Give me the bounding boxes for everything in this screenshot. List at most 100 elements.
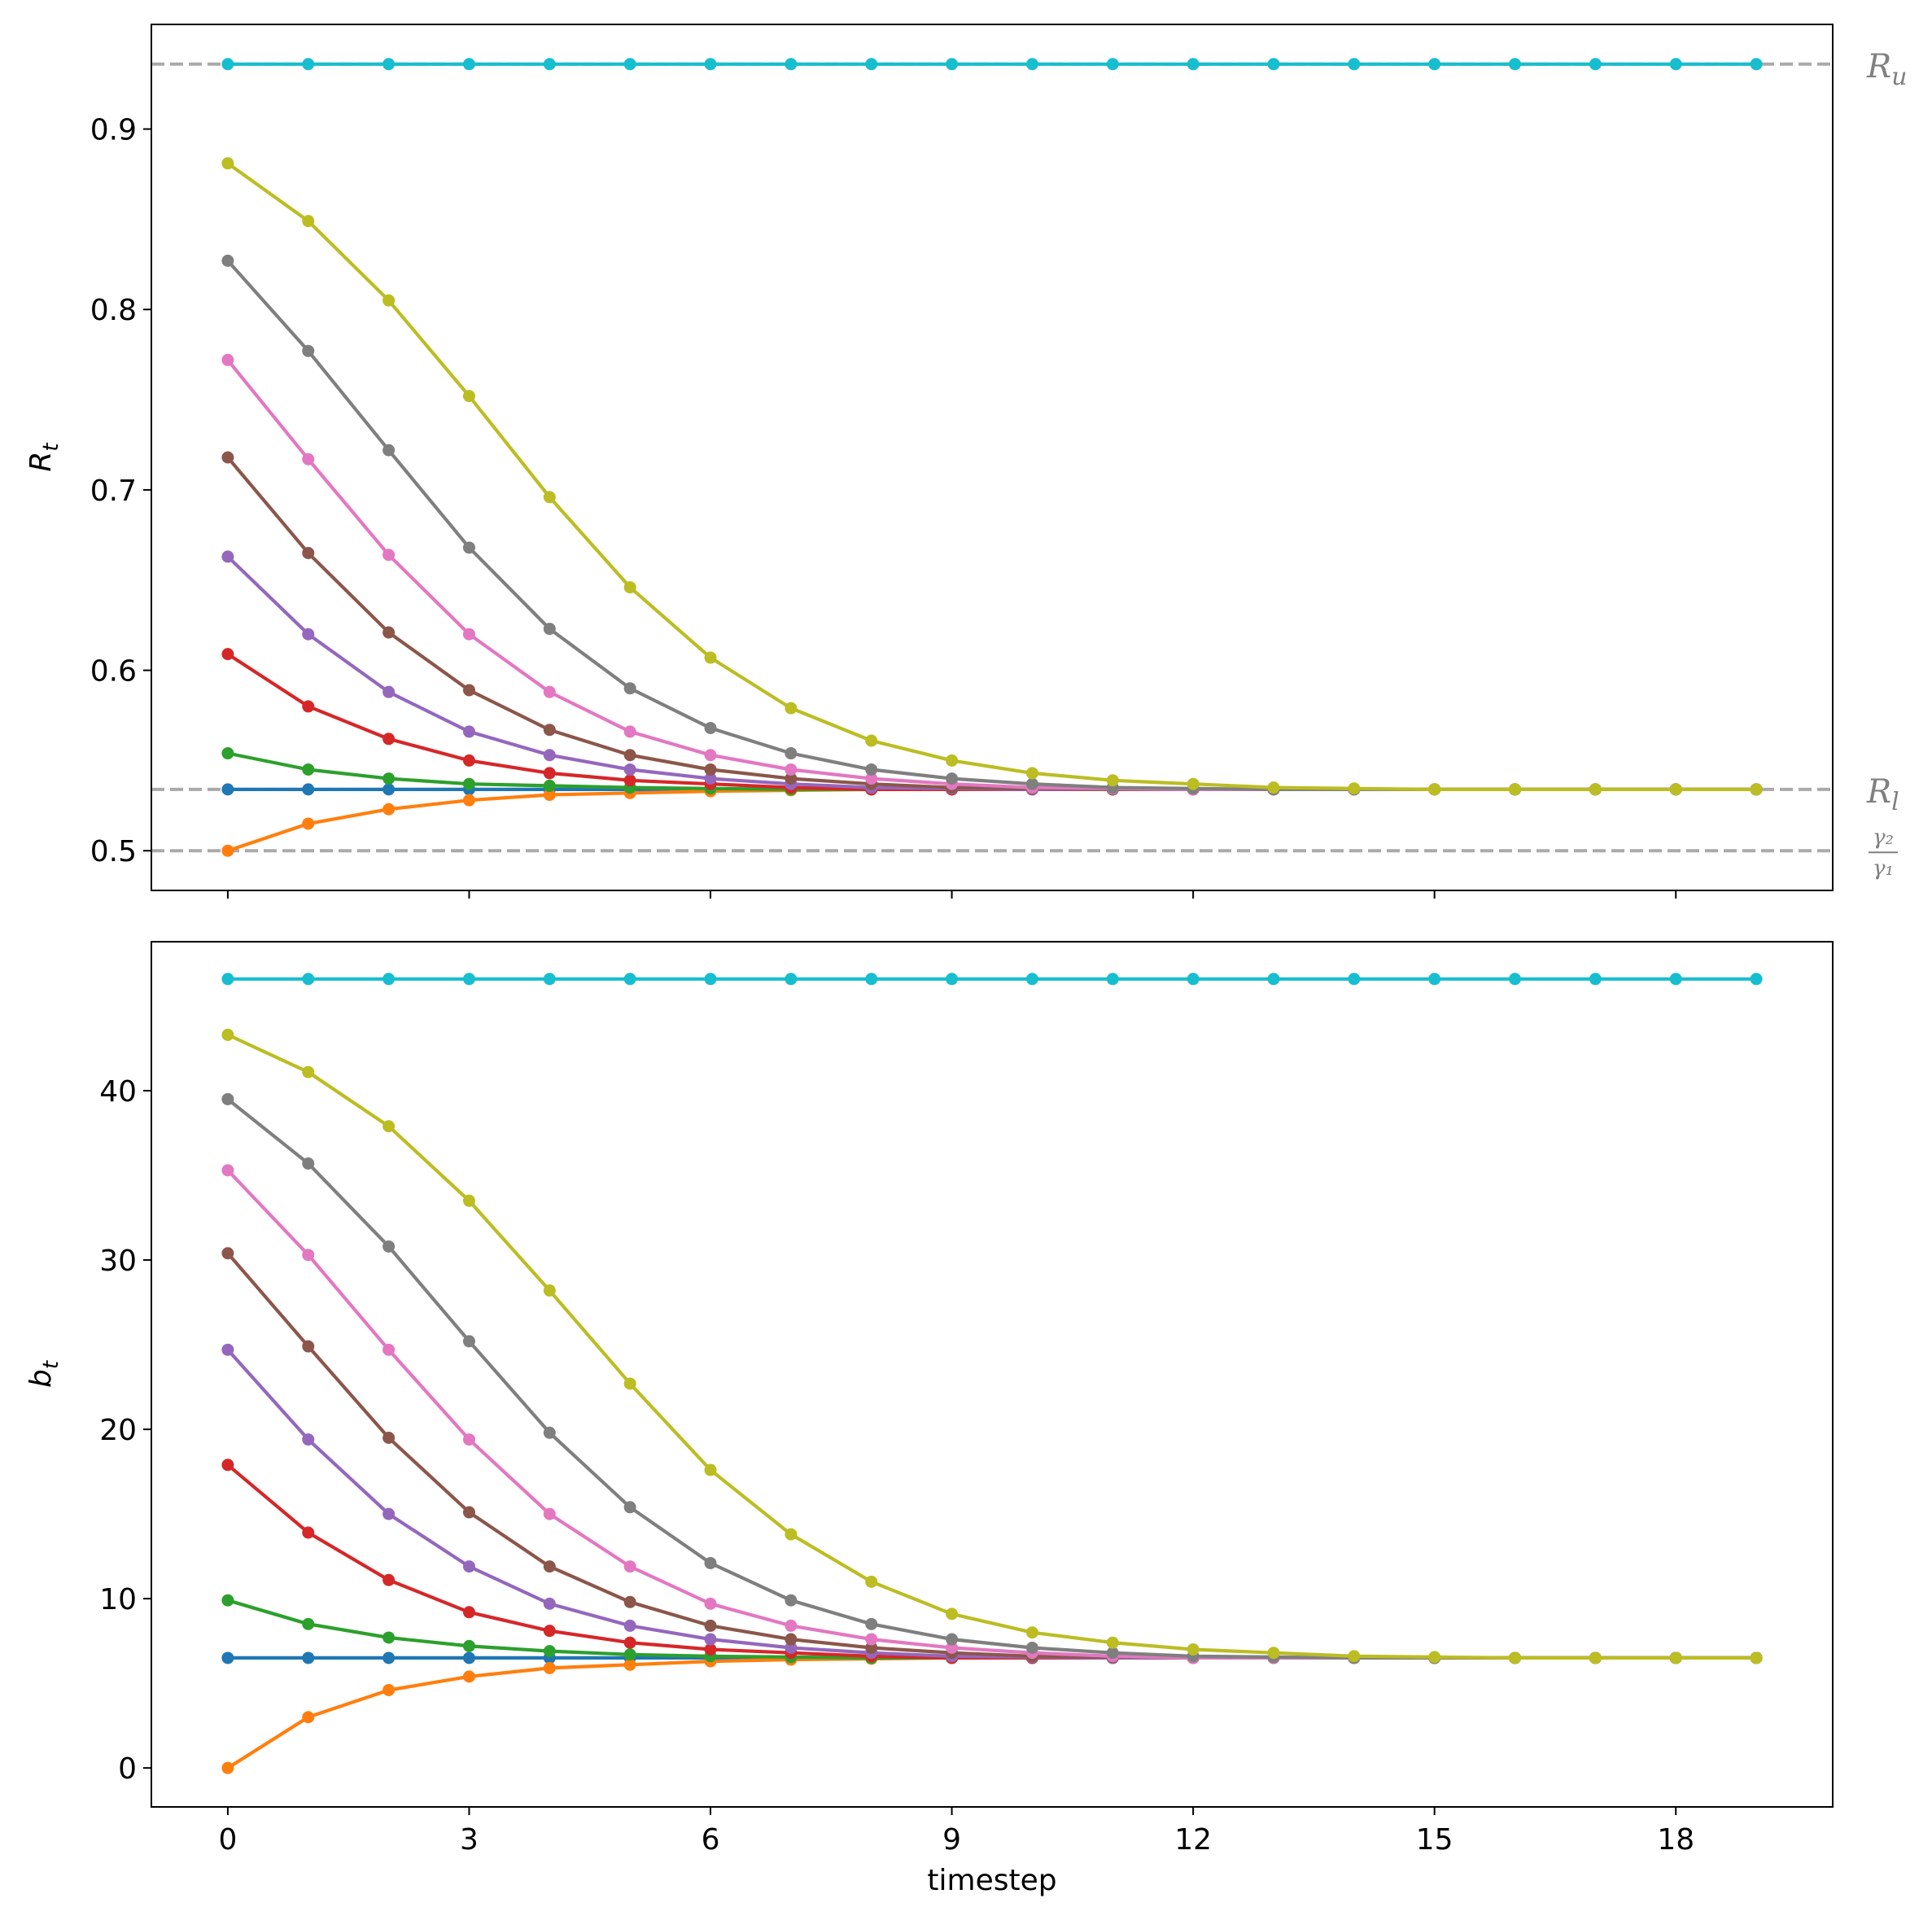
- data-point-s9-13: [1267, 973, 1280, 986]
- data-point-s8-12: [1187, 1643, 1200, 1656]
- x-tick-label: 15: [1416, 1823, 1453, 1857]
- data-point-s8-12: [1187, 777, 1200, 790]
- reference-label-0: Ru: [1866, 48, 1907, 91]
- data-point-s9-16: [1509, 58, 1522, 71]
- data-point-s8-14: [1348, 782, 1361, 795]
- data-point-s7-4: [543, 623, 556, 636]
- data-point-s7-6: [704, 722, 717, 734]
- data-point-s9-14: [1348, 58, 1361, 71]
- data-point-s8-17: [1589, 1651, 1602, 1664]
- data-point-s4-3: [462, 725, 475, 738]
- data-point-s3-4: [543, 1625, 556, 1638]
- data-point-s7-2: [382, 444, 396, 457]
- data-point-s5-4: [543, 724, 556, 737]
- data-point-s6-5: [623, 1560, 636, 1573]
- x-tick-label: 3: [460, 1823, 479, 1857]
- data-point-s1-5: [623, 1658, 636, 1671]
- data-point-s8-10: [1025, 767, 1038, 780]
- y-tick-label: 20: [99, 1414, 137, 1447]
- data-point-s8-2: [382, 294, 396, 307]
- data-point-s5-6: [704, 1619, 717, 1632]
- data-point-s3-3: [462, 1606, 475, 1619]
- data-point-s3-1: [302, 700, 315, 713]
- data-point-s9-5: [623, 58, 636, 71]
- data-point-s7-10: [1025, 777, 1038, 790]
- data-point-s4-2: [382, 1507, 396, 1520]
- y-tick-label: 0.8: [90, 294, 137, 327]
- data-point-s7-1: [302, 344, 315, 357]
- data-point-s9-2: [382, 58, 396, 71]
- data-point-s4-5: [623, 1619, 636, 1632]
- data-point-s8-7: [785, 1528, 798, 1541]
- data-point-s5-1: [302, 1340, 315, 1353]
- data-point-s3-0: [221, 648, 234, 661]
- data-point-s5-5: [623, 749, 636, 762]
- data-point-s7-3: [462, 541, 475, 554]
- data-point-s2-0: [221, 747, 234, 760]
- x-tick-label: 9: [942, 1823, 961, 1857]
- data-point-s6-8: [865, 772, 878, 785]
- data-point-s8-16: [1509, 1651, 1522, 1664]
- data-point-s1-2: [382, 1683, 396, 1696]
- data-point-s5-1: [302, 546, 315, 559]
- data-point-s8-19: [1750, 783, 1763, 796]
- data-point-s9-15: [1428, 973, 1441, 986]
- x-tick-label: 0: [218, 1823, 237, 1857]
- data-point-s0-3: [462, 1651, 475, 1664]
- data-point-s3-5: [623, 1636, 636, 1649]
- data-point-s9-4: [543, 58, 556, 71]
- axes-frame: [151, 941, 1834, 1808]
- y-axis-title-main: b: [24, 1369, 58, 1388]
- data-point-s2-2: [382, 772, 396, 785]
- data-point-s8-1: [302, 1065, 315, 1078]
- data-point-s6-2: [382, 549, 396, 562]
- data-point-s7-4: [543, 1426, 556, 1439]
- y-axis-title-subscript: t: [39, 443, 63, 452]
- y-tick-label: 0.7: [90, 475, 137, 508]
- series-line-s8: [226, 161, 1757, 792]
- data-point-s6-4: [543, 685, 556, 698]
- data-point-s1-3: [462, 1670, 475, 1683]
- data-point-s4-0: [221, 550, 234, 563]
- data-point-s5-6: [704, 763, 717, 776]
- data-point-s8-8: [865, 734, 878, 747]
- reference-label-main: R: [1866, 48, 1891, 85]
- data-point-s1-0: [221, 1761, 234, 1774]
- data-point-s7-11: [1106, 1647, 1119, 1660]
- y-tick-label: 0: [118, 1752, 137, 1786]
- data-point-s4-4: [543, 1597, 556, 1610]
- data-point-s9-11: [1106, 973, 1119, 986]
- data-point-s5-4: [543, 1560, 556, 1573]
- data-point-s2-3: [462, 777, 475, 790]
- data-point-s9-13: [1267, 58, 1280, 71]
- data-point-s5-7: [785, 772, 798, 785]
- data-point-s7-5: [623, 682, 636, 695]
- data-point-s9-0: [221, 58, 234, 71]
- data-point-s2-4: [543, 1645, 556, 1658]
- data-point-s1-2: [382, 803, 396, 816]
- data-point-s9-12: [1187, 58, 1200, 71]
- data-point-s5-3: [462, 684, 475, 697]
- data-point-s9-18: [1669, 58, 1682, 71]
- data-point-s1-3: [462, 794, 475, 807]
- data-point-s7-9: [946, 772, 959, 785]
- data-point-s5-2: [382, 626, 396, 639]
- data-point-s0-0: [221, 783, 234, 796]
- data-point-s8-13: [1267, 781, 1280, 794]
- y-axis-title-subscript: t: [39, 1360, 63, 1369]
- data-point-s8-18: [1669, 783, 1682, 796]
- data-point-s3-5: [623, 774, 636, 787]
- bottom-panel-b-t: 0 10 20 30 40 0 3 6 9 12 15 18 bt timestep: [24, 941, 1834, 1897]
- data-point-s9-15: [1428, 58, 1441, 71]
- data-point-s8-4: [543, 1284, 556, 1297]
- data-point-s8-2: [382, 1120, 396, 1133]
- data-point-s2-0: [221, 1594, 234, 1607]
- data-point-s6-0: [221, 1164, 234, 1177]
- data-point-s7-3: [462, 1335, 475, 1348]
- data-point-s4-7: [785, 1641, 798, 1654]
- data-point-s9-8: [865, 973, 878, 986]
- reference-label-subscript: l: [1891, 788, 1899, 816]
- data-point-s4-1: [302, 628, 315, 641]
- data-point-s3-2: [382, 1573, 396, 1586]
